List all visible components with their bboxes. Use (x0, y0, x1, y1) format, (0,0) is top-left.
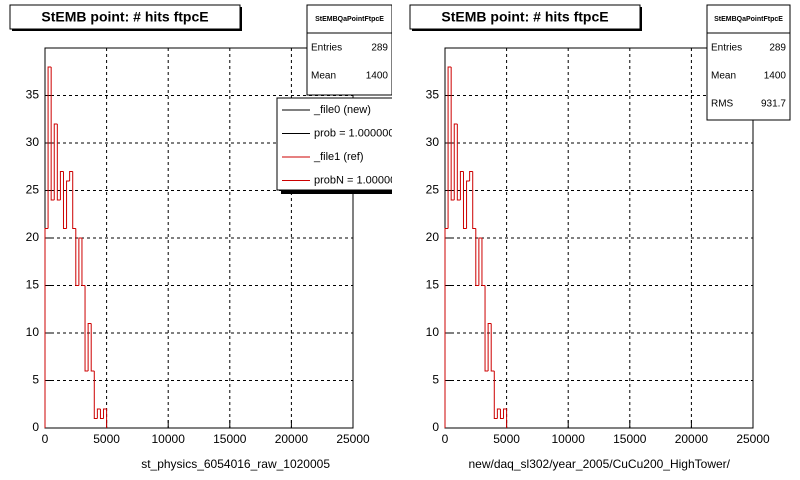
histogram-bin (44, 228, 49, 428)
histogram-bin (459, 171, 464, 200)
y-tick-label: 5 (432, 373, 439, 387)
y-tick-label: 0 (432, 420, 439, 434)
x-tick-label: 0 (42, 432, 49, 446)
x-tick-label: 10000 (152, 432, 186, 446)
y-tick-label: 35 (26, 88, 40, 102)
histogram-bin (466, 180, 470, 229)
histogram-bin (96, 408, 101, 419)
y-tick-label: 10 (426, 325, 440, 339)
pad: 0 5 10 15 20 25 30 35 0 5000 10000 15000 20000 25000 s… (9, 4, 402, 471)
stats-label: RMS (711, 99, 734, 110)
histogram-bin (444, 228, 449, 428)
histogram-bin (503, 408, 508, 428)
histogram-bin (99, 409, 104, 419)
stats-value: 931.7 (761, 99, 786, 110)
legend-label: _file0 (new) (313, 104, 371, 116)
y-tick-label: 30 (26, 135, 40, 149)
x-tick-label: 20000 (275, 432, 309, 446)
x-tick-label: 15000 (213, 432, 247, 446)
title-box (9, 4, 241, 30)
histogram-bin (87, 323, 92, 371)
histogram-bin (75, 228, 79, 286)
histogram-bin (472, 171, 476, 229)
histogram-bin (493, 371, 498, 419)
histogram-bin (453, 123, 458, 200)
stats-value: 289 (371, 43, 388, 54)
chart-title: StEMB point: # hits ftpcE (441, 9, 608, 25)
legend-label: prob = 1.000000 (314, 127, 394, 139)
legend-label: probN = 1.000000 (314, 174, 402, 186)
x-tick-label: 25000 (336, 432, 370, 446)
stats-box (706, 4, 791, 121)
x-tick-label: 20000 (675, 432, 709, 446)
x-tick-label: 5000 (493, 432, 520, 446)
title-box (409, 4, 641, 30)
x-tick-label: 10000 (552, 432, 586, 446)
histogram-bin (90, 323, 95, 372)
x-tick-label: 25000 (736, 432, 770, 446)
y-tick-label: 20 (426, 230, 440, 244)
histogram-bin (84, 285, 89, 372)
pad: 0 5 10 15 20 25 30 35 0 5000 10000 15000 20000 25000 n… (409, 4, 791, 471)
stats-label: Mean (711, 71, 736, 82)
histogram-bin (66, 180, 70, 229)
histogram-bin (478, 237, 482, 286)
stats-label: Entries (311, 43, 342, 54)
histogram-bin (487, 323, 492, 371)
y-tick-label: 30 (426, 135, 440, 149)
y-tick-label: 5 (32, 373, 39, 387)
histogram-bin (59, 171, 64, 200)
y-tick-label: 20 (26, 230, 40, 244)
y-tick-label: 35 (426, 88, 440, 102)
x-tick-label: 0 (442, 432, 449, 446)
histogram-bin (103, 408, 108, 428)
y-tick-label: 25 (426, 183, 440, 197)
histogram-bin (56, 124, 61, 201)
stats-label: Mean (311, 71, 336, 82)
histogram-bin (450, 67, 455, 201)
histogram-bin (62, 171, 67, 229)
y-tick-label: 0 (32, 420, 39, 434)
histogram-bin (456, 124, 461, 201)
histogram-bin (475, 228, 479, 286)
histogram-bin (447, 66, 452, 229)
histogram-bin (484, 285, 489, 372)
chart-title: StEMB point: # hits ftpcE (41, 9, 208, 25)
histogram-bin (462, 171, 467, 229)
stats-box (306, 4, 392, 96)
stats-label: Entries (711, 43, 742, 54)
histogram-bin (481, 238, 486, 286)
histogram-bin (469, 171, 473, 181)
histogram-bin (93, 371, 98, 419)
histogram-bin (50, 67, 55, 201)
stats-title: StEMBQaPointFtpcE (714, 16, 783, 23)
x-tick-label: 5000 (93, 432, 120, 446)
stats-value: 1400 (764, 71, 787, 82)
legend-box (276, 97, 392, 191)
y-tick-label: 15 (26, 278, 40, 292)
histogram-bin (490, 323, 495, 372)
y-tick-label: 15 (426, 278, 440, 292)
x-axis-title: st_physics_6054016_raw_1020005 (141, 457, 330, 471)
histogram-bin (53, 123, 58, 200)
histogram-bin (47, 66, 52, 229)
histogram-bin (499, 409, 504, 419)
y-tick-label: 25 (26, 183, 40, 197)
stats-title: StEMBQaPointFtpcE (315, 16, 384, 23)
x-tick-label: 15000 (613, 432, 647, 446)
histogram-bin (69, 171, 73, 181)
histogram-bin (81, 238, 86, 286)
legend-label: _file1 (ref) (313, 151, 364, 163)
histogram-bin (496, 408, 501, 419)
histogram-bin (78, 237, 82, 286)
stats-value: 289 (769, 43, 786, 54)
histogram-bin (72, 171, 76, 229)
x-axis-title: new/daq_sl302/year_2005/CuCu200_HighTowe… (468, 457, 730, 471)
y-tick-label: 10 (26, 325, 40, 339)
stats-value: 1400 (366, 71, 389, 82)
